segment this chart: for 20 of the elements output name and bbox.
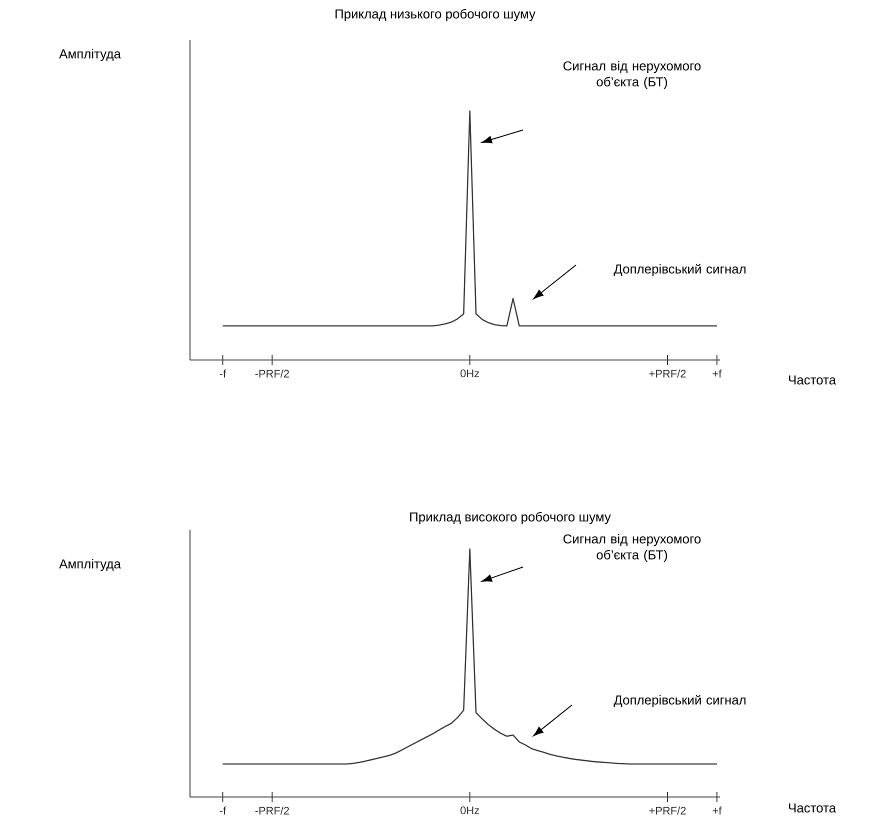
- x-tick-label: 0Hz: [460, 370, 480, 378]
- x-tick-label: -PRF/2: [255, 370, 289, 378]
- text: Сигнал від нерухомого об’єкта (БТ): [563, 60, 701, 89]
- x-axis-title: Частота: [789, 803, 836, 813]
- x-axis-title: Частота: [789, 375, 836, 385]
- chart-title: Приклад низького робочого шуму: [336, 8, 536, 22]
- x-tick-label: +f: [712, 370, 722, 378]
- x-tick-label: -PRF/2: [255, 806, 289, 815]
- y-axis-title: Амплітуда: [59, 558, 121, 572]
- x-tick-label: -f: [220, 370, 226, 378]
- x-tick-label: +f: [712, 806, 722, 814]
- x-tick-label: +PRF/2: [649, 370, 686, 378]
- annotation: Сигнал від нерухомого об’єкта (БТ): [563, 534, 701, 562]
- x-tick-label: 0Hz: [460, 806, 480, 814]
- x-tick-label: +PRF/2: [649, 806, 686, 815]
- chart-title: Приклад високого робочого шуму: [410, 512, 611, 524]
- y-axis-title: Амплітуда: [59, 48, 121, 62]
- x-tick-label: -f: [220, 806, 226, 814]
- annotation: Доплерівський сигнал: [614, 694, 746, 708]
- annotation: Доплерівський сигнал: [614, 264, 746, 276]
